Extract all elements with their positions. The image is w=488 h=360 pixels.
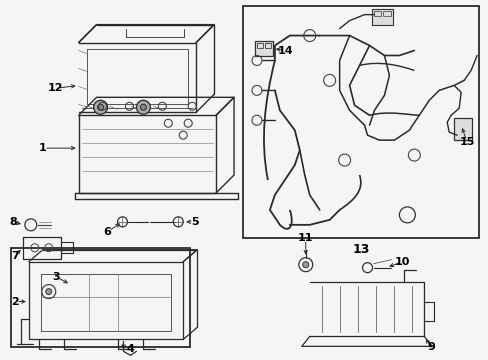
Text: 12: 12 xyxy=(48,84,63,93)
Circle shape xyxy=(93,100,107,114)
Bar xyxy=(264,42,270,48)
Bar xyxy=(371,9,393,24)
Text: 14: 14 xyxy=(278,45,293,55)
Text: 2: 2 xyxy=(11,297,19,306)
Text: 13: 13 xyxy=(352,243,369,256)
Bar xyxy=(243,6,478,238)
Text: 7: 7 xyxy=(11,251,19,261)
Text: 9: 9 xyxy=(427,342,434,352)
Text: 15: 15 xyxy=(459,137,474,147)
Bar xyxy=(373,11,381,15)
Text: 8: 8 xyxy=(9,217,17,227)
Bar xyxy=(256,42,263,48)
Bar xyxy=(254,41,272,57)
Text: 1: 1 xyxy=(39,143,46,153)
Text: 10: 10 xyxy=(394,257,409,267)
Circle shape xyxy=(136,100,150,114)
Text: 4: 4 xyxy=(126,345,134,354)
Bar xyxy=(11,248,190,347)
Circle shape xyxy=(98,104,103,110)
Circle shape xyxy=(46,289,52,294)
Circle shape xyxy=(302,262,308,268)
Circle shape xyxy=(140,104,146,110)
Text: 3: 3 xyxy=(52,272,60,282)
Bar xyxy=(453,118,471,140)
Text: 11: 11 xyxy=(297,233,313,243)
Text: 5: 5 xyxy=(191,217,199,227)
Bar xyxy=(383,11,390,15)
Text: 6: 6 xyxy=(103,227,111,237)
